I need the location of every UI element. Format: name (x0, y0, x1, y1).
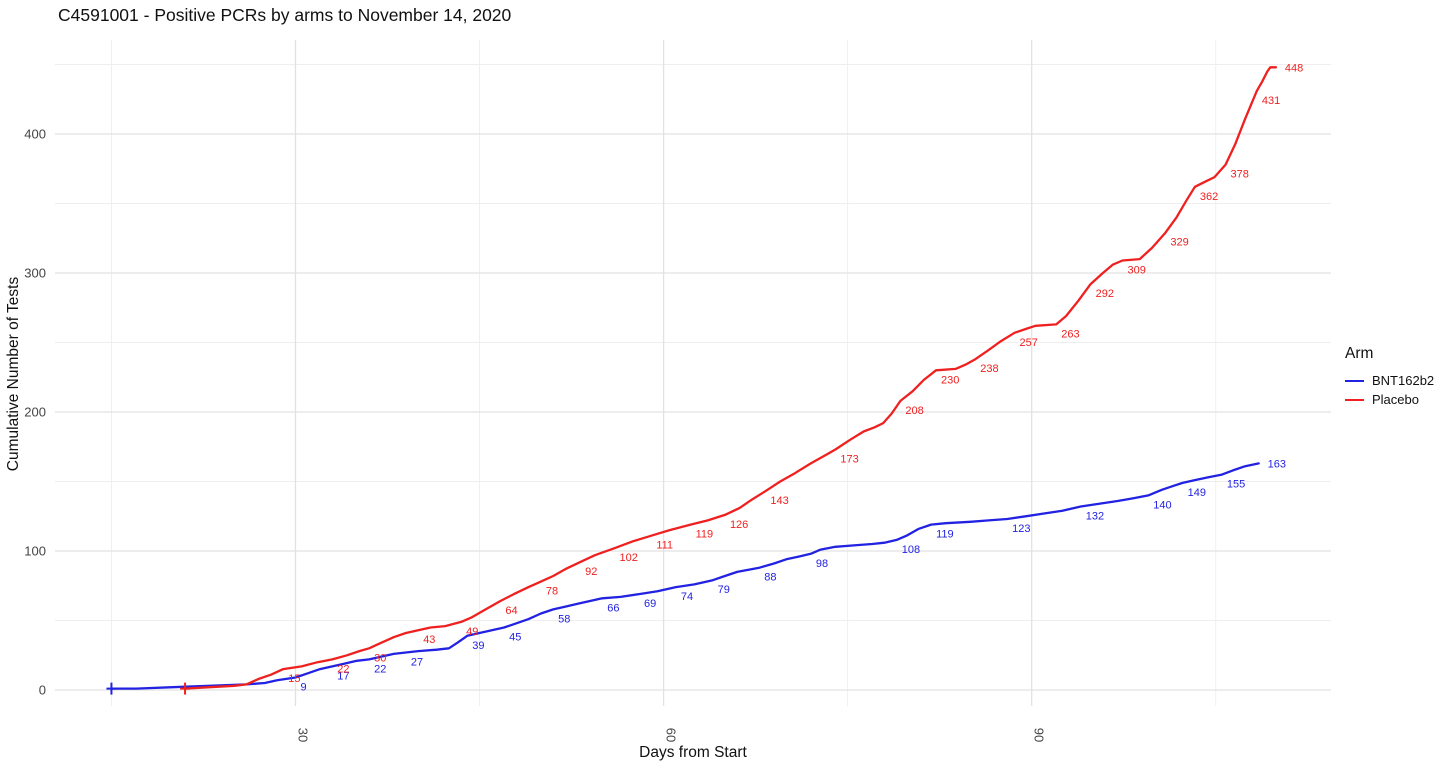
data-label: 155 (1227, 479, 1245, 491)
data-label: 15 (288, 673, 300, 685)
y-tick-label: 200 (24, 405, 46, 420)
data-label: 238 (980, 363, 998, 375)
y-tick-label: 300 (24, 266, 46, 281)
x-tick-label: 30 (295, 728, 310, 742)
x-tick-label: 90 (1032, 728, 1047, 742)
data-label: 208 (905, 405, 923, 417)
y-tick-label: 100 (24, 544, 46, 559)
data-label: 98 (816, 558, 828, 570)
chart-title: C4591001 - Positive PCRs by arms to Nove… (58, 5, 512, 25)
y-tick-label: 400 (24, 127, 46, 142)
legend-title: Arm (1345, 345, 1374, 362)
data-label: 92 (585, 566, 597, 578)
data-label: 102 (620, 552, 638, 564)
data-label: 140 (1153, 499, 1171, 511)
data-label: 64 (505, 605, 517, 617)
data-label: 27 (411, 656, 423, 668)
data-label: 30 (374, 652, 386, 664)
data-label: 74 (681, 591, 693, 603)
series-line-placebo (183, 66, 1278, 690)
data-label: 119 (936, 529, 954, 541)
y-axis-title: Cumulative Number of Tests (5, 276, 22, 472)
data-label: 39 (472, 640, 484, 652)
data-label: 123 (1012, 523, 1030, 535)
data-label: 329 (1170, 237, 1188, 249)
data-label: 362 (1200, 191, 1218, 203)
data-label: 45 (509, 631, 521, 643)
legend-entry-bnt162b2: BNT162b2 (1345, 371, 1434, 390)
data-label: 58 (558, 613, 570, 625)
data-label: 69 (644, 598, 656, 610)
data-label: 17 (337, 670, 349, 682)
data-label: 108 (902, 544, 920, 556)
data-label: 378 (1231, 169, 1249, 181)
data-label: 9 (300, 681, 306, 693)
data-label: 292 (1096, 288, 1114, 300)
legend-entry-placebo: Placebo (1345, 390, 1434, 409)
legend: Arm BNT162b2 Placebo (1345, 345, 1434, 409)
data-label: 66 (607, 602, 619, 614)
y-tick-label: 0 (39, 683, 46, 698)
data-label: 78 (546, 586, 558, 598)
data-label: 173 (840, 454, 858, 466)
data-label: 149 (1188, 487, 1206, 499)
data-label: 43 (423, 634, 435, 646)
series-line-bnt162b2 (110, 462, 1260, 690)
x-tick-label: 60 (664, 728, 679, 742)
legend-line-swatch-blue (1345, 379, 1364, 382)
data-label: 88 (764, 572, 776, 584)
legend-entry-label: BNT162b2 (1372, 373, 1435, 388)
data-label: 126 (730, 519, 748, 531)
data-label: 49 (466, 626, 478, 638)
x-axis-title: Days from Start (639, 744, 747, 761)
data-label: 230 (941, 374, 959, 386)
data-label: 257 (1020, 337, 1038, 349)
data-label: 163 (1268, 458, 1286, 470)
data-label: 119 (696, 529, 714, 541)
data-label: 79 (718, 584, 730, 596)
data-label: 22 (337, 663, 349, 675)
data-label: 143 (770, 495, 788, 507)
data-label: 22 (374, 663, 386, 675)
data-label: 111 (656, 540, 673, 552)
legend-entry-label: Placebo (1372, 392, 1419, 407)
data-label: 448 (1285, 62, 1303, 74)
data-label: 431 (1262, 95, 1280, 107)
data-label: 132 (1086, 511, 1104, 523)
legend-line-swatch-red (1345, 398, 1364, 401)
data-label: 309 (1127, 264, 1145, 276)
data-label: 263 (1061, 328, 1079, 340)
